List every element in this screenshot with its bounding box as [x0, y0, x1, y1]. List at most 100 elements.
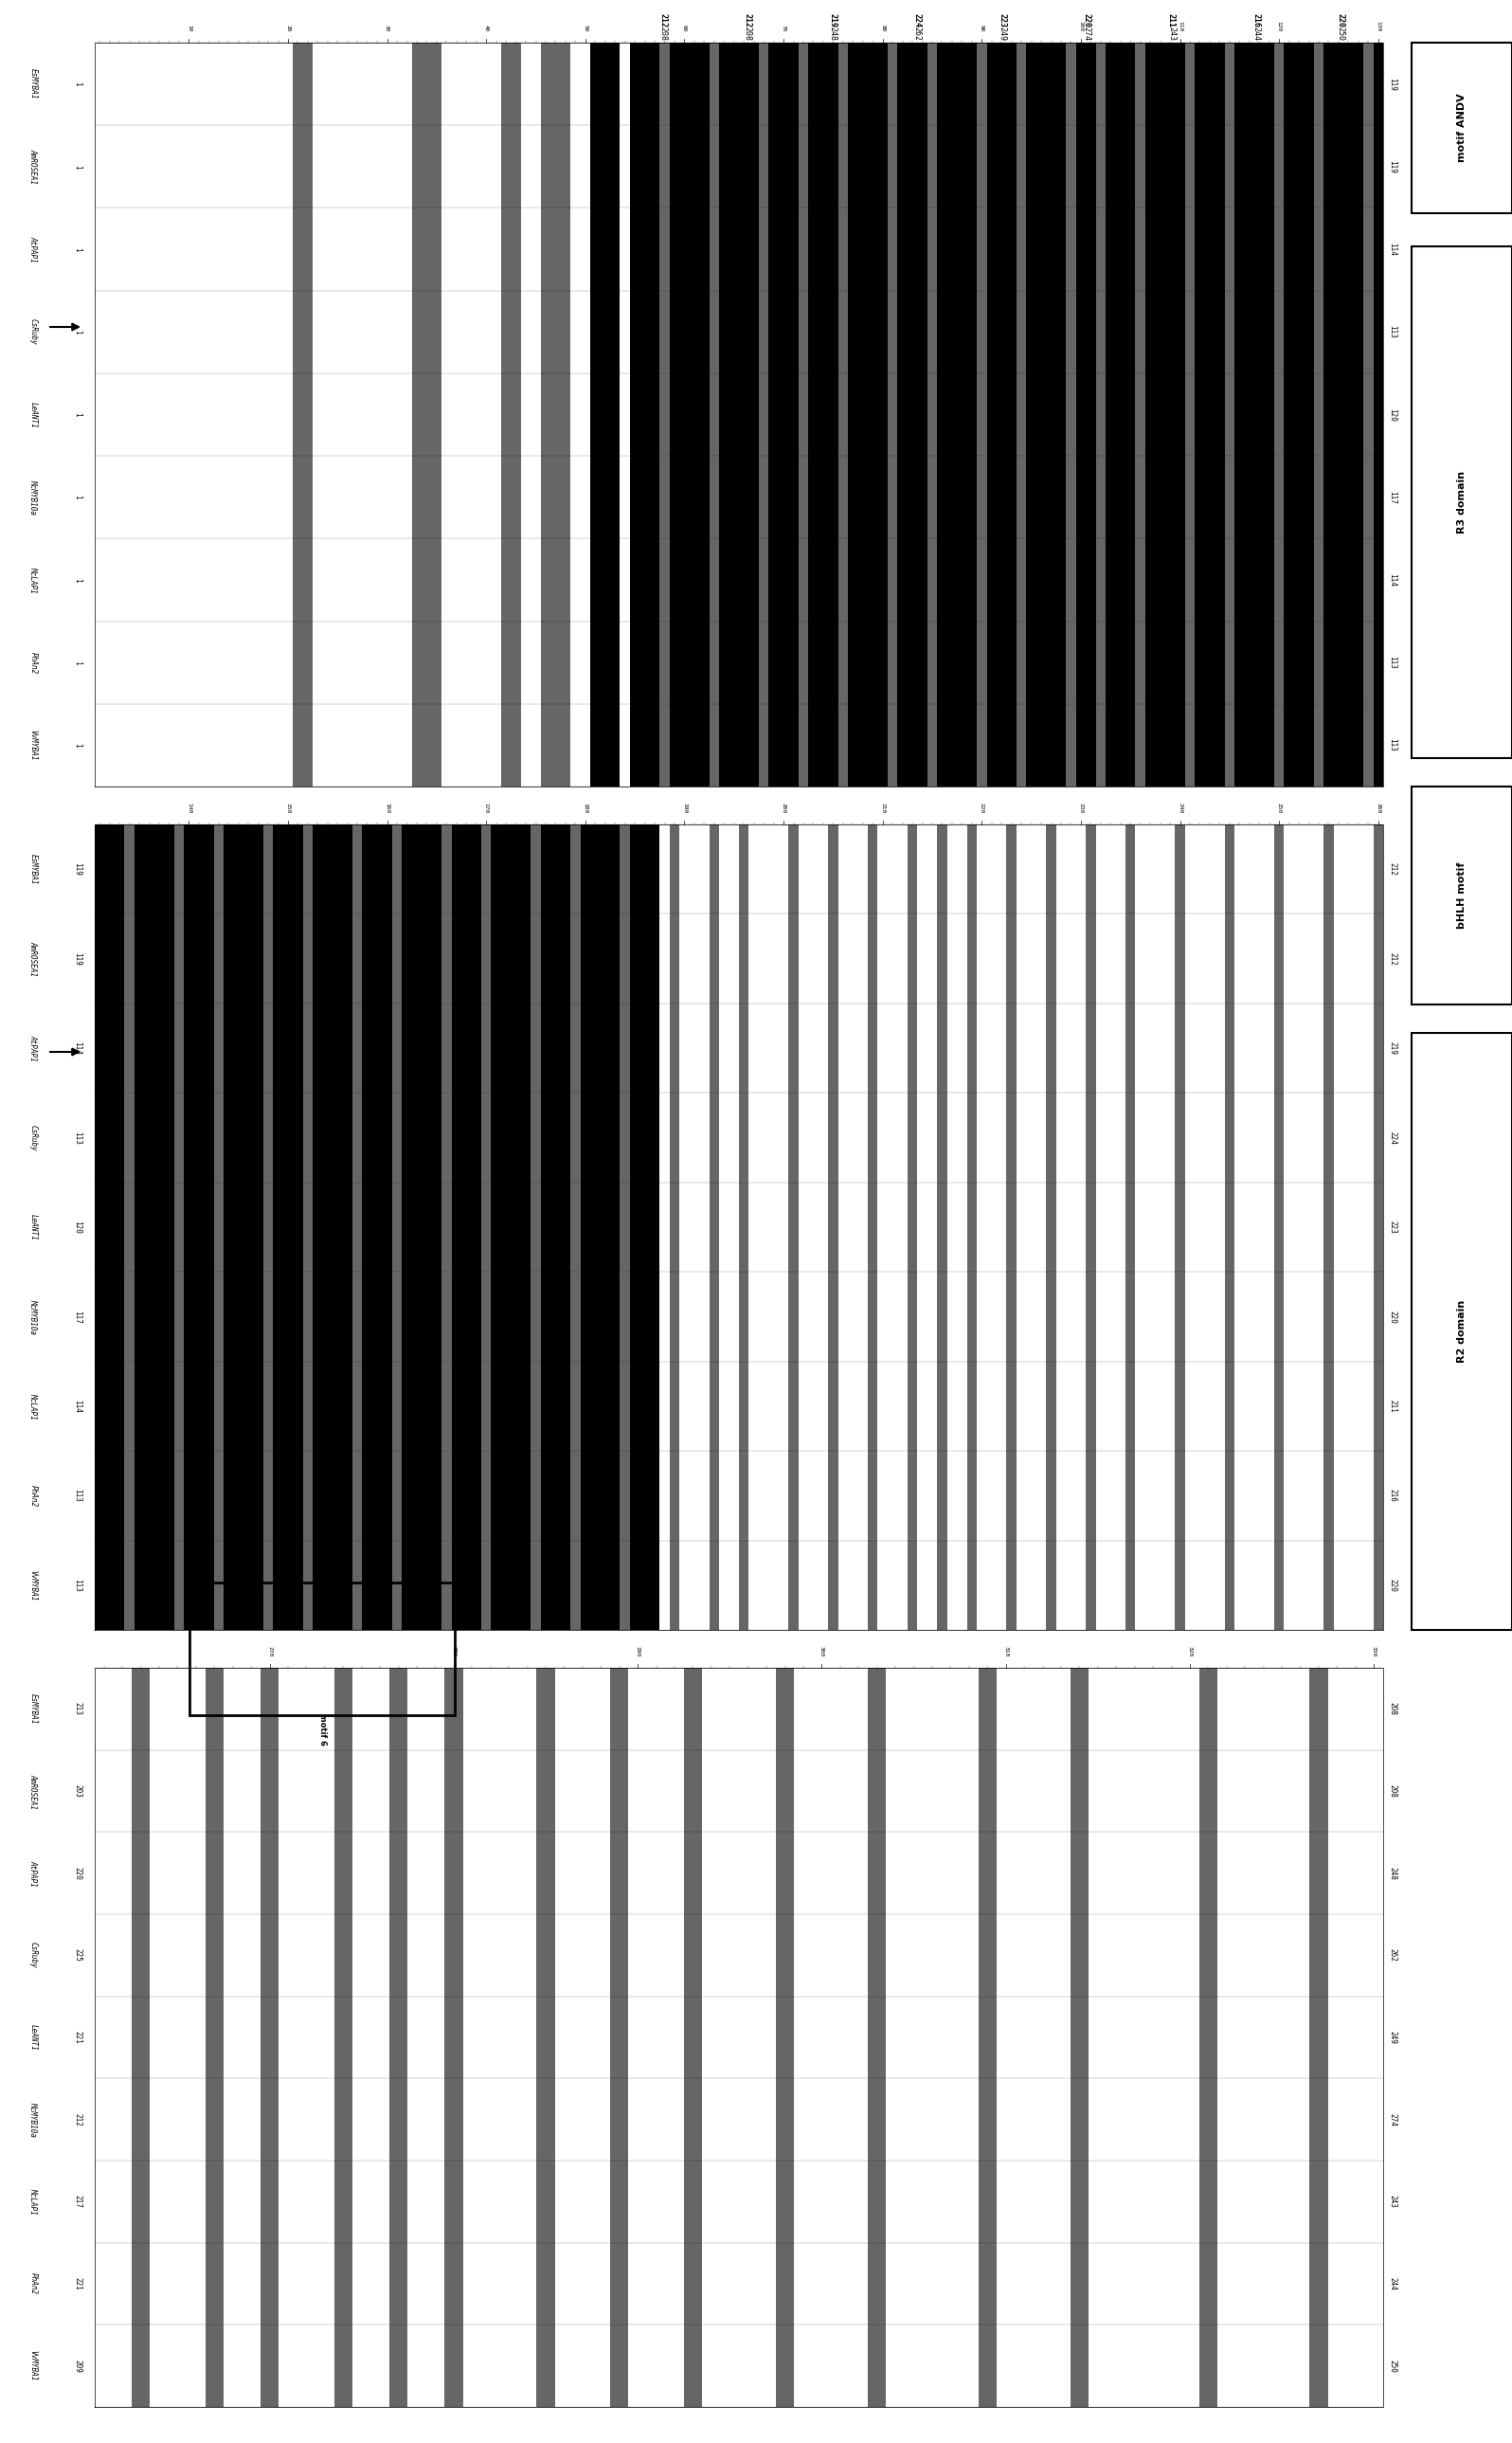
Text: 114: 114: [74, 1400, 82, 1412]
Text: AmROSEA1: AmROSEA1: [29, 1774, 38, 1808]
Bar: [254, 823, 263, 1629]
Bar: [224, 823, 233, 1629]
Bar: [95, 914, 1383, 1004]
Text: 248: 248: [1388, 1866, 1397, 1879]
Bar: [1046, 823, 1055, 1629]
Text: CsRuby: CsRuby: [29, 1124, 38, 1151]
Bar: [500, 823, 511, 1629]
Text: 220: 220: [1083, 15, 1092, 27]
Bar: [95, 2160, 1383, 2243]
Bar: [95, 1996, 1383, 2079]
Text: 80: 80: [880, 24, 885, 32]
Text: 211: 211: [1167, 15, 1176, 27]
Bar: [389, 1669, 408, 2406]
Bar: [1309, 1669, 1328, 2406]
Text: LeANT1: LeANT1: [29, 1214, 38, 1241]
Text: EsMYBA1: EsMYBA1: [29, 855, 38, 884]
Bar: [189, 1583, 455, 1715]
Bar: [95, 1273, 1383, 1361]
Text: EsMYBA1: EsMYBA1: [29, 1693, 38, 1725]
Bar: [124, 823, 135, 1629]
Text: 209: 209: [74, 2360, 82, 2372]
Bar: [788, 823, 798, 1629]
Bar: [683, 1669, 702, 2406]
Bar: [1244, 42, 1255, 787]
Bar: [631, 42, 640, 787]
Bar: [334, 1669, 352, 2406]
Text: AtPAP1: AtPAP1: [29, 1859, 38, 1886]
Text: 243: 243: [1167, 27, 1176, 39]
Bar: [600, 42, 611, 787]
Bar: [95, 457, 1383, 537]
Bar: [818, 42, 829, 787]
Bar: [333, 823, 343, 1629]
Bar: [759, 42, 768, 787]
Text: 290: 290: [635, 1647, 640, 1656]
Bar: [1125, 42, 1136, 787]
Bar: [392, 823, 402, 1629]
Text: VvMYBA1: VvMYBA1: [29, 2350, 38, 2382]
Bar: [461, 823, 472, 1629]
Bar: [1214, 42, 1225, 787]
Bar: [1185, 42, 1194, 787]
Bar: [95, 1451, 1383, 1542]
Bar: [788, 42, 798, 787]
Text: 1: 1: [74, 660, 82, 664]
Text: 220: 220: [1388, 1309, 1397, 1324]
Text: PhAn2: PhAn2: [29, 1485, 38, 1507]
Bar: [363, 823, 372, 1629]
Bar: [491, 823, 500, 1629]
Text: McLAP1: McLAP1: [29, 567, 38, 594]
Bar: [452, 823, 461, 1629]
Text: 200: 200: [782, 801, 786, 814]
Bar: [631, 823, 640, 1629]
Bar: [95, 1004, 1383, 1092]
Text: 1: 1: [74, 81, 82, 86]
Text: 223: 223: [998, 15, 1007, 27]
Text: 274: 274: [1388, 2113, 1397, 2125]
Bar: [779, 42, 788, 787]
Text: 1: 1: [74, 413, 82, 418]
Text: PhAn2: PhAn2: [29, 2272, 38, 2294]
Bar: [966, 42, 977, 787]
Bar: [1412, 787, 1512, 1004]
Bar: [650, 823, 659, 1629]
Bar: [95, 208, 1383, 291]
Text: 70: 70: [782, 24, 786, 32]
Bar: [1373, 42, 1383, 787]
Bar: [729, 42, 739, 787]
Text: VvMYBA1: VvMYBA1: [29, 1571, 38, 1600]
Text: 90: 90: [980, 24, 984, 32]
Bar: [481, 823, 491, 1629]
Bar: [829, 823, 838, 1629]
Bar: [95, 2326, 1383, 2406]
Bar: [1145, 42, 1155, 787]
Bar: [977, 42, 987, 787]
Text: 113: 113: [74, 1131, 82, 1143]
Bar: [95, 823, 104, 1629]
Bar: [611, 1669, 629, 2406]
Bar: [659, 42, 670, 787]
Bar: [650, 42, 659, 787]
Bar: [372, 823, 383, 1629]
Text: McMYB10a: McMYB10a: [29, 479, 38, 515]
Bar: [274, 823, 283, 1629]
Bar: [590, 823, 600, 1629]
Text: 217: 217: [74, 2196, 82, 2208]
Bar: [343, 823, 352, 1629]
Bar: [868, 823, 877, 1629]
Text: 249: 249: [1388, 2030, 1397, 2045]
Bar: [411, 42, 422, 787]
Bar: [1412, 247, 1512, 757]
Bar: [848, 42, 857, 787]
Bar: [978, 1669, 996, 2406]
Bar: [422, 42, 432, 787]
Text: 249: 249: [998, 27, 1007, 39]
Text: 262: 262: [913, 27, 921, 39]
Text: 250: 250: [1276, 801, 1282, 814]
Bar: [213, 823, 224, 1629]
Bar: [829, 42, 838, 787]
Bar: [611, 823, 620, 1629]
Text: 40: 40: [484, 24, 488, 32]
Text: 119: 119: [74, 862, 82, 875]
